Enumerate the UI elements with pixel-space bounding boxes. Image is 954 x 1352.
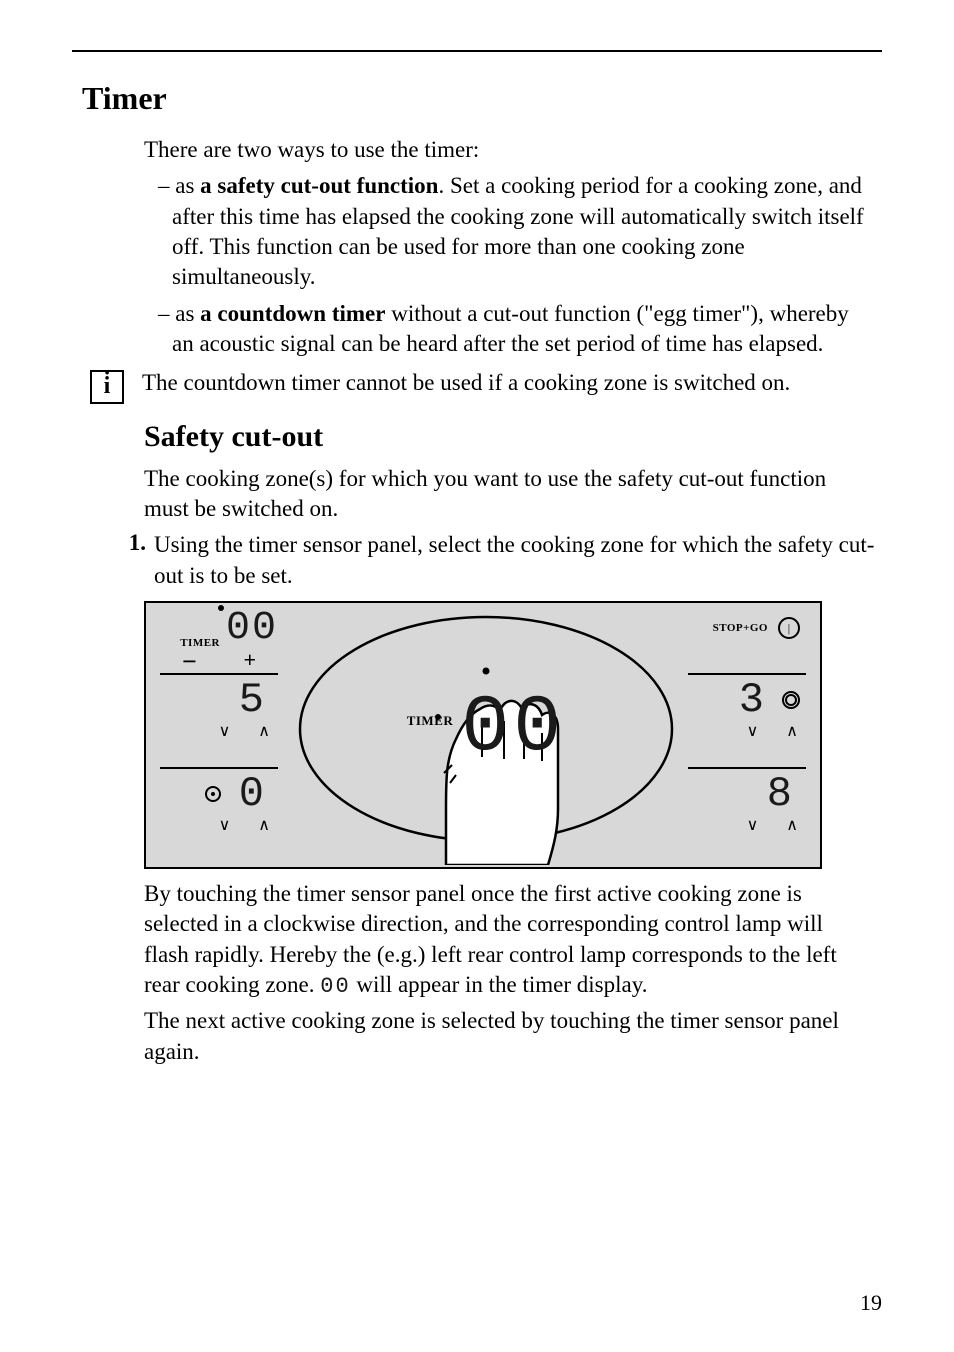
fig-left-timer-cell: TIMER 00 − + (160, 603, 278, 675)
stopgo-label: STOP+GO (713, 622, 768, 634)
big-timer-display: 00 (461, 683, 565, 774)
arrows-left-bottom: ∨ ∧ (160, 815, 278, 835)
left-heat-bottom-value: 0 (239, 773, 266, 815)
after-figure-block: By touching the timer sensor panel once … (144, 879, 864, 1067)
heading-timer: Timer (82, 80, 882, 117)
after-text-1: By touching the timer sensor panel once … (144, 879, 864, 1000)
chevron-down-icon: ∨ (747, 721, 759, 741)
left-heat-top-value: 5 (160, 679, 278, 721)
fig-left-heat-bottom: 0 ∨ ∧ (160, 769, 278, 863)
bullet-countdown: – as a countdown timer without a cut-out… (144, 299, 864, 360)
info-text: The countdown timer cannot be used if a … (142, 368, 882, 398)
hob-timer-figure: TIMER 00 − + 5 ∨ ∧ 0 (144, 601, 822, 869)
big-timer-row: TIMER 00 (296, 689, 676, 769)
top-rule (72, 50, 882, 52)
step-number-wrap: 1. (82, 530, 146, 591)
left-timer-display: 00 (226, 609, 278, 649)
chevron-up-icon: ∧ (258, 815, 270, 835)
info-note: i̇ The countdown timer cannot be used if… (72, 368, 882, 404)
safety-block: Safety cut-out The cooking zone(s) for w… (144, 420, 864, 525)
bullet2-bold: a countdown timer (200, 301, 385, 326)
step-number: 1. (129, 530, 146, 555)
right-heat-top-value: 3 (739, 679, 766, 721)
bullet-safety: – as a safety cut-out function. Set a co… (144, 171, 864, 292)
plus-icon: + (243, 647, 256, 677)
bullet1-prefix: – as (158, 173, 200, 198)
info-icon: i̇ (90, 370, 124, 404)
fig-right-heat-bottom: 8 ∨ ∧ (688, 769, 806, 863)
chevron-down-icon: ∨ (747, 815, 759, 835)
fig-left-heat-top: 5 ∨ ∧ (160, 675, 278, 769)
chevron-down-icon: ∨ (219, 815, 231, 835)
dual-ring-icon (782, 691, 800, 709)
after1a-tail: will appear in the timer display. (351, 972, 648, 997)
after1a-seg: 00 (320, 974, 350, 999)
fig-left-column: TIMER 00 − + 5 ∨ ∧ 0 (160, 603, 278, 867)
fig-right-stopgo: STOP+GO | (688, 603, 806, 675)
page-number: 19 (860, 1290, 882, 1316)
right-heat-bottom-value: 8 (688, 773, 806, 815)
zone-target-icon (205, 786, 221, 802)
chevron-up-icon: ∧ (258, 721, 270, 741)
stopgo-icon: | (778, 617, 800, 639)
intro-line: There are two ways to use the timer: (144, 135, 864, 165)
heading-safety-cutout: Safety cut-out (144, 420, 864, 454)
timer-label-big: TIMER (407, 713, 454, 728)
fig-right-column: STOP+GO | 3 ∨ ∧ 8 ∨ ∧ (688, 603, 806, 867)
chevron-up-icon: ∧ (786, 815, 798, 835)
timer-dot-icon (218, 605, 224, 611)
chevron-up-icon: ∧ (786, 721, 798, 741)
arrows-right-bottom: ∨ ∧ (688, 815, 806, 835)
fig-right-heat-top: 3 ∨ ∧ (688, 675, 806, 769)
step-text: Using the timer sensor panel, select the… (154, 530, 882, 591)
minus-icon: − (182, 647, 197, 677)
step-1: 1. Using the timer sensor panel, select … (72, 530, 882, 591)
manual-page: Timer There are two ways to use the time… (0, 0, 954, 1352)
after-text-2: The next active cooking zone is selected… (144, 1006, 864, 1067)
arrows-right-top: ∨ ∧ (688, 721, 806, 741)
fig-center: TIMER 00 (296, 609, 676, 865)
intro-block: There are two ways to use the timer: – a… (144, 135, 864, 360)
arrows-left-top: ∨ ∧ (160, 721, 278, 741)
safety-intro: The cooking zone(s) for which you want t… (144, 464, 864, 525)
chevron-down-icon: ∨ (219, 721, 231, 741)
bullet2-prefix: – as (158, 301, 200, 326)
bullet1-bold: a safety cut-out function (200, 173, 438, 198)
